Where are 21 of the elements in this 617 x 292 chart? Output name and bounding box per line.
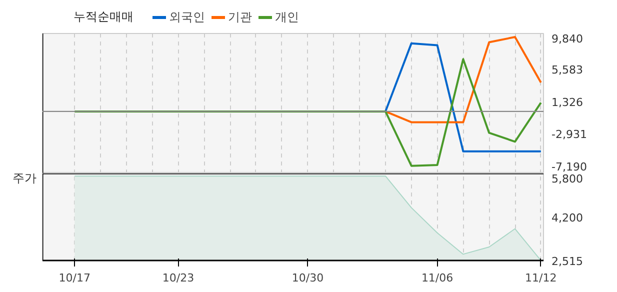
y-tick-label: 5,800 bbox=[552, 172, 583, 186]
y-tick-label: 4,200 bbox=[552, 212, 583, 225]
legend-label: 개인 bbox=[275, 8, 299, 26]
y-tick-label: -7,190 bbox=[552, 160, 587, 174]
y-tick-label: 5,583 bbox=[552, 64, 583, 77]
x-tick-label: 10/30 bbox=[292, 272, 324, 284]
y-tick-label: 2,515 bbox=[552, 255, 583, 268]
chart-title: 누적순매매 bbox=[73, 10, 134, 24]
x-tick-label: 10/17 bbox=[58, 272, 90, 284]
x-tick-label: 11/06 bbox=[421, 272, 454, 284]
legend-label: 기관 bbox=[228, 8, 252, 26]
y-axis-title: 주가 bbox=[12, 171, 36, 186]
y-tick-label: 9,840 bbox=[552, 32, 583, 46]
y-tick-label: 1,326 bbox=[552, 96, 583, 109]
legend-label: 외국인 bbox=[169, 8, 205, 26]
x-tick-label: 11/12 bbox=[525, 272, 557, 284]
line-series bbox=[384, 42, 542, 152]
y-tick-label: -2,931 bbox=[552, 128, 587, 142]
line-series bbox=[74, 58, 542, 167]
line-series bbox=[384, 36, 542, 124]
x-tick-label: 10/23 bbox=[162, 272, 194, 284]
